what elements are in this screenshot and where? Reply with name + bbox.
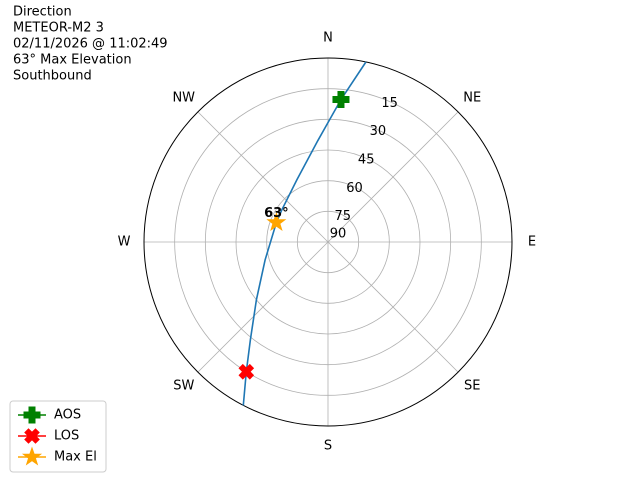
r-tick-label: 90: [330, 227, 347, 242]
theta-tick-label: N: [323, 31, 333, 46]
marker-annotation: 63°: [264, 206, 289, 221]
theta-tick-label: W: [118, 235, 131, 250]
info-line: Southbound: [13, 69, 92, 84]
info-line: METEOR-M2 3: [13, 21, 104, 36]
theta-tick-label: SW: [173, 379, 194, 394]
legend-marker: [24, 428, 40, 444]
theta-tick-label: NE: [463, 90, 481, 105]
track-line: [242, 61, 367, 406]
legend-marker: [21, 446, 43, 466]
grid-spoke: [197, 111, 329, 243]
theta-tick-label: SE: [464, 379, 480, 394]
legend-marker: [23, 406, 41, 424]
r-tick-label: 15: [381, 96, 398, 111]
marker: [238, 363, 255, 380]
info-line: 63° Max Elevation: [13, 53, 132, 68]
legend-label: LOS: [54, 429, 79, 444]
legend-label: AOS: [54, 408, 81, 423]
info-line: Direction: [13, 5, 72, 20]
r-tick-label: 45: [358, 153, 375, 168]
polar-frame: [143, 57, 513, 427]
legend-label: Max El: [54, 450, 97, 465]
info-line: 02/11/2026 @ 11:02:49: [13, 37, 168, 52]
r-tick-label: 30: [370, 124, 387, 139]
theta-tick-label: E: [528, 235, 536, 250]
grid-spoke: [327, 111, 459, 243]
theta-tick-label: S: [324, 439, 332, 454]
grid-spoke: [327, 241, 459, 373]
grid-spoke: [197, 241, 329, 373]
marker: [266, 211, 287, 232]
theta-tick-label: NW: [172, 90, 195, 105]
r-tick-label: 60: [346, 181, 363, 196]
marker: [332, 90, 350, 108]
r-tick-label: 75: [334, 209, 351, 224]
